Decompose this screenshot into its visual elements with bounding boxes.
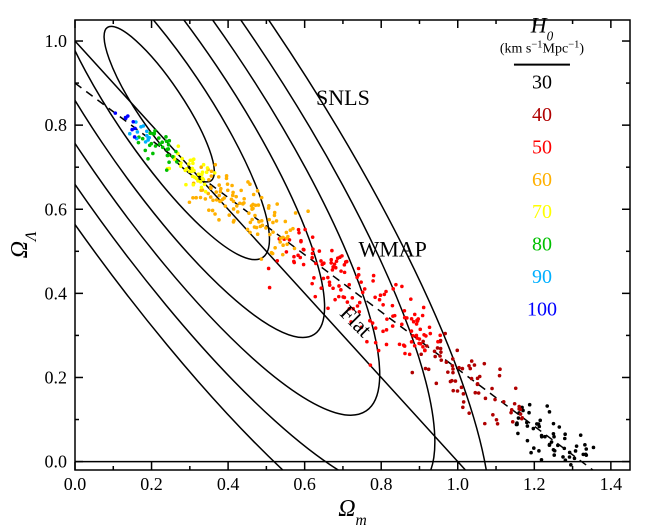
x-tick-label: 0.4: [217, 474, 240, 494]
legend-item-70: 70: [532, 201, 552, 223]
x-tick-label: 0.0: [64, 474, 87, 494]
legend-item-80: 80: [532, 234, 552, 256]
legend-item-100: 100: [527, 298, 557, 320]
y-tick-label: 0.8: [45, 115, 68, 135]
y-tick-label: 0.2: [45, 367, 68, 387]
legend-item-30: 30: [532, 72, 552, 94]
label-wmap: WMAP: [358, 236, 426, 261]
x-tick-label: 0.8: [370, 474, 393, 494]
x-tick-label: 1.2: [523, 474, 546, 494]
x-tick-label: 0.2: [140, 474, 163, 494]
legend-item-40: 40: [532, 104, 552, 126]
x-tick-label: 1.0: [447, 474, 470, 494]
label-snls: SNLS: [316, 85, 370, 110]
legend-item-60: 60: [532, 169, 552, 191]
legend-item-50: 50: [532, 136, 552, 158]
legend-item-90: 90: [532, 266, 552, 288]
y-tick-label: 1.0: [45, 31, 68, 51]
x-tick-label: 0.6: [293, 474, 316, 494]
y-tick-label: 0.0: [45, 452, 68, 472]
y-tick-label: 0.4: [45, 283, 68, 303]
y-tick-label: 0.6: [45, 199, 68, 219]
x-tick-label: 1.4: [600, 474, 623, 494]
